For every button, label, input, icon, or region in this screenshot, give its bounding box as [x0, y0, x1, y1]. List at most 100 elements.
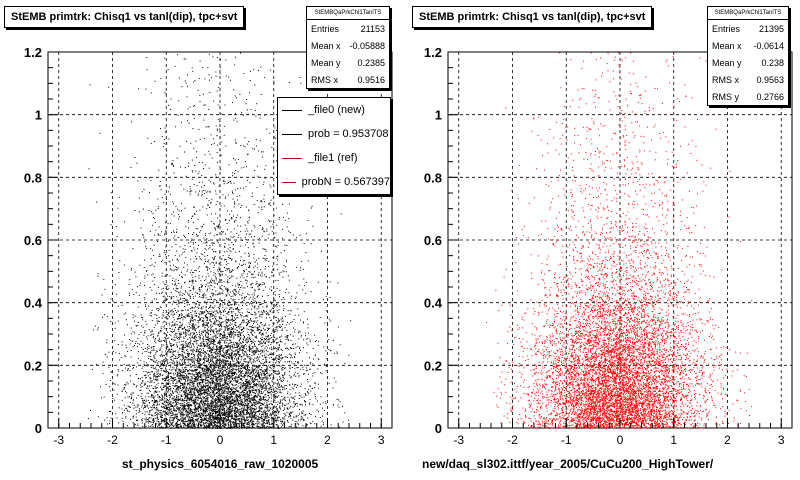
scatter-point: [121, 344, 123, 346]
scatter-point: [219, 405, 221, 407]
scatter-point: [242, 367, 244, 369]
scatter-point: [202, 168, 204, 170]
scatter-point: [101, 294, 103, 296]
scatter-point: [151, 395, 153, 396]
scatter-point: [275, 362, 277, 364]
scatter-point: [125, 347, 127, 349]
scatter-point: [214, 401, 216, 403]
scatter-point: [245, 408, 247, 410]
scatter-point: [181, 344, 183, 346]
scatter-point: [276, 316, 278, 318]
scatter-point: [274, 396, 275, 398]
scatter-point: [296, 292, 298, 294]
scatter-point: [143, 237, 145, 239]
scatter-point: [127, 369, 129, 371]
scatter-point: [278, 412, 280, 414]
scatter-point: [228, 353, 230, 355]
scatter-point: [147, 392, 149, 394]
scatter-point: [166, 288, 167, 290]
scatter-point: [219, 137, 221, 139]
scatter-point: [171, 424, 173, 426]
scatter-point: [280, 421, 282, 422]
scatter-point: [283, 308, 285, 310]
scatter-point: [274, 299, 276, 301]
scatter-point: [258, 358, 260, 360]
scatter-point: [212, 412, 214, 414]
scatter-point: [277, 349, 279, 351]
scatter-point: [176, 421, 178, 423]
scatter-point: [209, 350, 211, 352]
scatter-point: [219, 252, 220, 254]
scatter-point: [240, 384, 242, 386]
scatter-point: [232, 350, 234, 352]
scatter-point: [191, 314, 193, 316]
scatter-point: [102, 361, 104, 363]
scatter-point: [243, 395, 245, 397]
scatter-point: [253, 397, 255, 399]
scatter-point: [203, 223, 205, 225]
scatter-point: [221, 427, 223, 429]
scatter-point: [199, 367, 201, 369]
scatter-point: [231, 402, 233, 404]
scatter-point: [233, 363, 235, 365]
scatter-point: [235, 285, 236, 287]
scatter-point: [157, 208, 159, 209]
scatter-point: [230, 353, 232, 354]
scatter-point: [263, 76, 265, 78]
scatter-point: [298, 330, 300, 332]
scatter-point: [175, 290, 177, 292]
scatter-point: [245, 373, 247, 375]
scatter-point: [192, 383, 194, 385]
scatter-point: [221, 367, 223, 369]
scatter-point: [339, 401, 341, 403]
scatter-point: [133, 294, 135, 295]
scatter-point: [247, 113, 249, 115]
scatter-point: [192, 401, 194, 403]
scatter-point: [245, 387, 247, 389]
scatter-point: [243, 114, 244, 116]
scatter-point: [196, 379, 198, 380]
scatter-point: [165, 338, 167, 340]
scatter-point: [325, 310, 327, 312]
scatter-point: [234, 299, 236, 301]
scatter-point: [229, 294, 230, 296]
scatter-point: [224, 426, 225, 428]
scatter-point: [261, 151, 263, 153]
scatter-point: [272, 336, 274, 338]
scatter-point: [289, 389, 291, 391]
scatter-point: [195, 242, 196, 244]
scatter-point: [152, 366, 154, 368]
scatter-point: [180, 166, 182, 168]
scatter-point: [301, 418, 303, 420]
scatter-point: [205, 341, 207, 343]
scatter-point: [201, 194, 203, 196]
scatter-point: [149, 312, 151, 314]
scatter-point: [229, 353, 231, 355]
scatter-point: [277, 401, 279, 403]
scatter-point: [253, 415, 254, 417]
scatter-point: [199, 371, 200, 373]
scatter-point: [251, 406, 253, 408]
scatter-point: [144, 298, 146, 300]
scatter-point: [185, 424, 187, 426]
scatter-point: [258, 422, 260, 424]
scatter-point: [234, 56, 236, 58]
scatter-point: [193, 348, 195, 350]
scatter-point: [142, 426, 144, 428]
scatter-point: [139, 408, 141, 410]
scatter-point: [245, 380, 247, 382]
scatter-point: [190, 399, 192, 401]
scatter-point: [235, 403, 237, 405]
scatter-point: [212, 422, 214, 423]
scatter-point: [151, 407, 153, 409]
scatter-point: [225, 346, 227, 348]
scatter-point: [199, 391, 201, 393]
scatter-point: [174, 401, 176, 403]
scatter-point: [232, 332, 234, 334]
scatter-point: [230, 410, 232, 412]
scatter-point: [93, 329, 95, 331]
scatter-point: [173, 409, 174, 411]
scatter-point: [218, 263, 220, 265]
scatter-point: [192, 399, 194, 401]
scatter-point: [228, 268, 230, 270]
